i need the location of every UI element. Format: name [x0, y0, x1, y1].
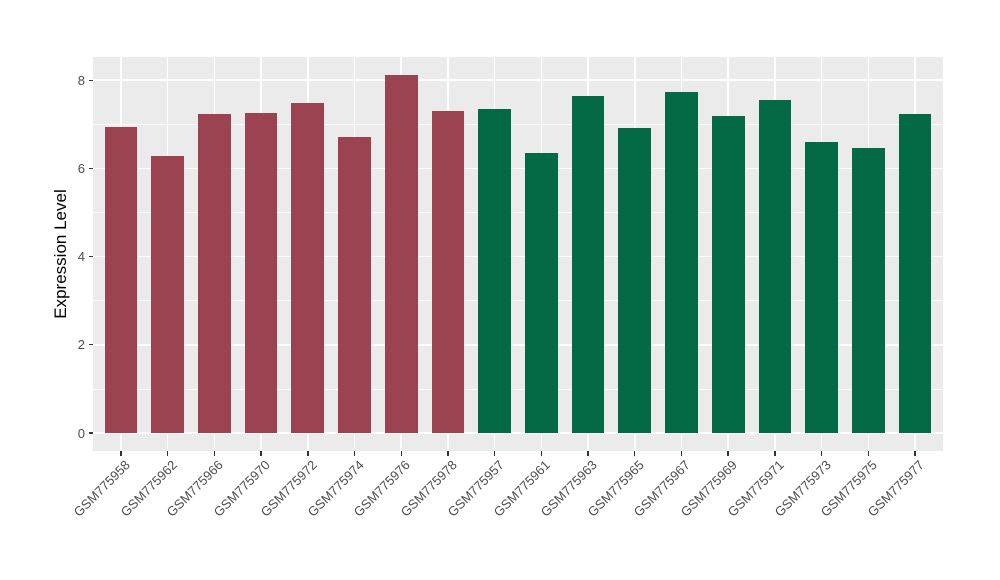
x-tick: [727, 451, 729, 456]
y-tick-label: 8: [77, 72, 85, 88]
bar-GSM775978: [431, 110, 465, 433]
bar-GSM775972: [291, 103, 325, 433]
gridline-minor: [93, 123, 943, 125]
x-tick: [820, 451, 823, 456]
y-tick: [88, 79, 93, 81]
x-tick: [213, 451, 216, 456]
y-tick-label: 2: [77, 337, 85, 353]
y-tick-label: 0: [77, 425, 85, 441]
x-tick: [774, 451, 776, 456]
y-tick-label: 4: [77, 249, 85, 265]
bar-GSM775976: [384, 74, 418, 433]
x-tick: [867, 451, 869, 456]
x-tick: [587, 451, 589, 456]
bar-GSM775962: [151, 156, 185, 433]
gridline-major: [93, 255, 943, 258]
x-tick: [260, 451, 262, 456]
gridline-minor: [93, 300, 943, 302]
gridline-major: [93, 344, 943, 346]
x-tick: [493, 451, 496, 456]
y-tick: [88, 255, 93, 258]
gridline-major: [93, 79, 943, 81]
bar-GSM775970: [244, 113, 278, 433]
bar-GSM775958: [104, 127, 138, 433]
gridline-minor: [93, 212, 943, 213]
x-tick: [540, 451, 543, 456]
y-tick: [88, 167, 93, 170]
x-tick: [400, 451, 402, 456]
bar-GSM775963: [571, 95, 605, 433]
bar-GSM775974: [338, 136, 371, 433]
x-tick: [353, 451, 356, 456]
y-tick: [88, 432, 93, 434]
x-tick: [634, 451, 636, 456]
bar-GSM775961: [525, 152, 558, 433]
bar-GSM775973: [805, 142, 838, 433]
gridline-minor: [93, 388, 943, 390]
x-tick: [307, 451, 309, 456]
bar-GSM775957: [478, 108, 511, 433]
y-tick: [88, 344, 93, 346]
bar-GSM775967: [665, 91, 698, 433]
gridline-major: [93, 432, 943, 434]
bar-GSM775975: [851, 148, 885, 433]
bar-GSM775966: [198, 113, 231, 433]
y-tick-label: 6: [77, 160, 85, 176]
x-tick: [447, 451, 449, 456]
bar-GSM775969: [711, 116, 745, 433]
x-tick: [914, 451, 916, 456]
x-tick: [120, 451, 122, 456]
plot-panel: [93, 57, 943, 451]
gridline-major: [93, 167, 943, 170]
x-tick: [680, 451, 683, 456]
bar-GSM775965: [618, 127, 652, 433]
y-axis-title: Expression Level: [51, 189, 70, 319]
x-tick: [167, 451, 169, 456]
bar-GSM775977: [898, 113, 932, 433]
bar-GSM775971: [758, 100, 792, 433]
